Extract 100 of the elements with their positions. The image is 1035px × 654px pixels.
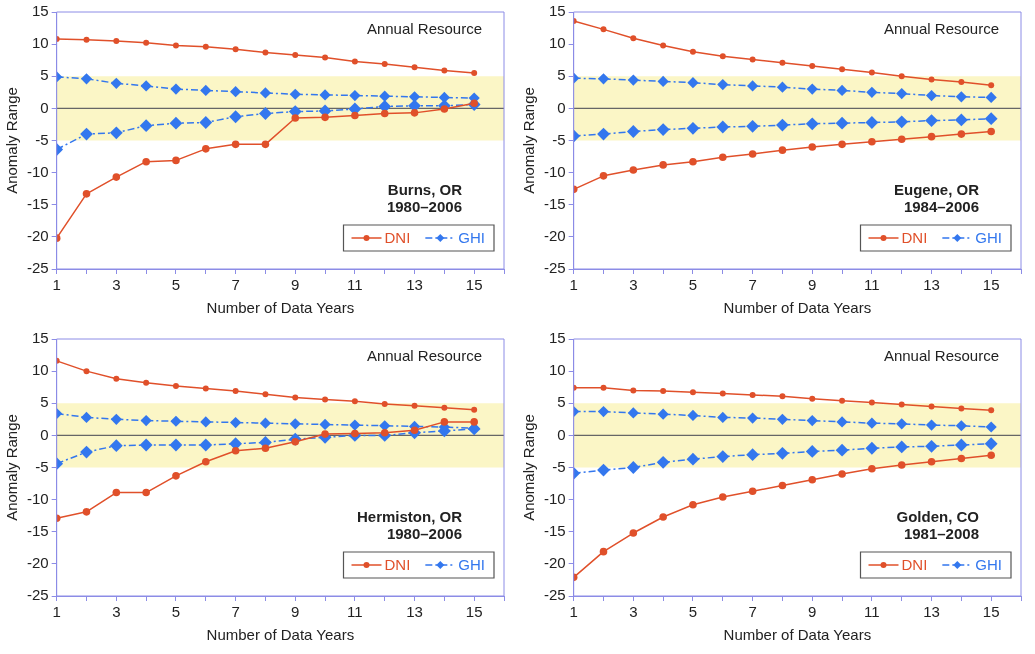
point xyxy=(809,62,816,69)
y-tick-label: -15 xyxy=(543,194,566,212)
point xyxy=(656,455,670,469)
point xyxy=(289,418,301,430)
point xyxy=(927,457,936,466)
legend-label: GHI xyxy=(975,229,1002,247)
annotation: 1984–2006 xyxy=(903,197,979,215)
x-tick-label: 1 xyxy=(52,276,61,294)
point xyxy=(717,411,729,423)
point xyxy=(897,135,906,144)
point xyxy=(351,398,358,405)
y-tick-label: 0 xyxy=(557,98,566,116)
y-tick-label: -5 xyxy=(552,130,566,148)
x-tick-label: 1 xyxy=(52,603,61,621)
point xyxy=(140,80,152,92)
y-tick-label: 15 xyxy=(548,2,566,20)
point xyxy=(868,69,875,76)
point xyxy=(441,67,448,74)
point xyxy=(897,461,906,469)
y-tick-label: -10 xyxy=(26,489,49,507)
y-tick-label: 15 xyxy=(31,2,49,20)
point xyxy=(689,500,697,509)
annotation: Golden, CO xyxy=(896,507,980,525)
point xyxy=(411,64,418,71)
x-tick-label: 11 xyxy=(347,603,363,621)
point xyxy=(776,413,789,425)
point xyxy=(259,417,272,429)
point xyxy=(169,438,183,452)
x-axis-title: Number of Data Years xyxy=(723,299,872,317)
point xyxy=(835,116,849,130)
point xyxy=(809,395,816,402)
point xyxy=(778,146,787,154)
point xyxy=(689,389,696,396)
x-tick-label: 9 xyxy=(291,276,300,294)
point xyxy=(230,416,242,429)
x-tick-label: 15 xyxy=(982,603,1000,621)
point xyxy=(838,140,846,149)
x-tick-label: 5 xyxy=(688,276,698,294)
point xyxy=(838,470,846,478)
point xyxy=(779,59,786,66)
y-tick-label: -20 xyxy=(543,554,566,572)
point xyxy=(716,120,730,134)
point xyxy=(805,445,819,458)
x-tick-label: 13 xyxy=(406,603,423,621)
point xyxy=(629,166,638,174)
point xyxy=(110,413,122,425)
point xyxy=(139,438,153,452)
point xyxy=(292,394,299,401)
point xyxy=(776,118,789,132)
point xyxy=(170,83,182,95)
point xyxy=(262,391,269,398)
point xyxy=(381,400,388,407)
point xyxy=(112,488,121,497)
point xyxy=(230,86,242,98)
x-tick-label: 7 xyxy=(231,603,240,621)
point xyxy=(719,53,726,60)
point xyxy=(985,421,997,433)
point xyxy=(718,493,727,501)
x-tick-label: 11 xyxy=(864,276,880,294)
y-tick-label: 10 xyxy=(548,361,566,379)
point xyxy=(957,454,966,463)
point xyxy=(836,416,848,428)
point xyxy=(895,440,909,454)
point xyxy=(379,90,391,102)
point xyxy=(657,75,669,87)
point xyxy=(321,113,329,122)
point xyxy=(925,439,938,453)
point xyxy=(440,105,449,113)
y-tick-label: -25 xyxy=(543,259,566,277)
point xyxy=(866,86,878,98)
point xyxy=(805,117,819,131)
x-tick-label: 5 xyxy=(171,603,181,621)
annotation: 1980–2006 xyxy=(386,197,462,215)
y-axis-title: Anomaly Range xyxy=(3,414,21,521)
point xyxy=(747,80,759,92)
point xyxy=(140,415,152,427)
point xyxy=(955,91,967,103)
y-tick-label: 0 xyxy=(40,98,49,116)
point xyxy=(629,529,638,537)
point xyxy=(928,76,935,83)
point xyxy=(868,464,876,473)
x-tick-label: 9 xyxy=(291,603,300,621)
point xyxy=(83,36,90,43)
point xyxy=(142,157,150,166)
x-tick-label: 1 xyxy=(569,276,578,294)
y-tick-label: -5 xyxy=(35,130,49,148)
point xyxy=(836,84,848,96)
point xyxy=(471,70,478,77)
point xyxy=(199,438,213,452)
point xyxy=(291,114,300,122)
point xyxy=(957,130,966,138)
y-tick-label: 10 xyxy=(31,34,49,52)
y-tick-label: 0 xyxy=(40,425,49,443)
point xyxy=(626,125,640,138)
point xyxy=(471,406,478,413)
point xyxy=(200,84,212,96)
point xyxy=(865,116,879,129)
x-tick-label: 3 xyxy=(629,603,638,621)
legend-label: GHI xyxy=(458,229,485,247)
point xyxy=(199,116,213,129)
